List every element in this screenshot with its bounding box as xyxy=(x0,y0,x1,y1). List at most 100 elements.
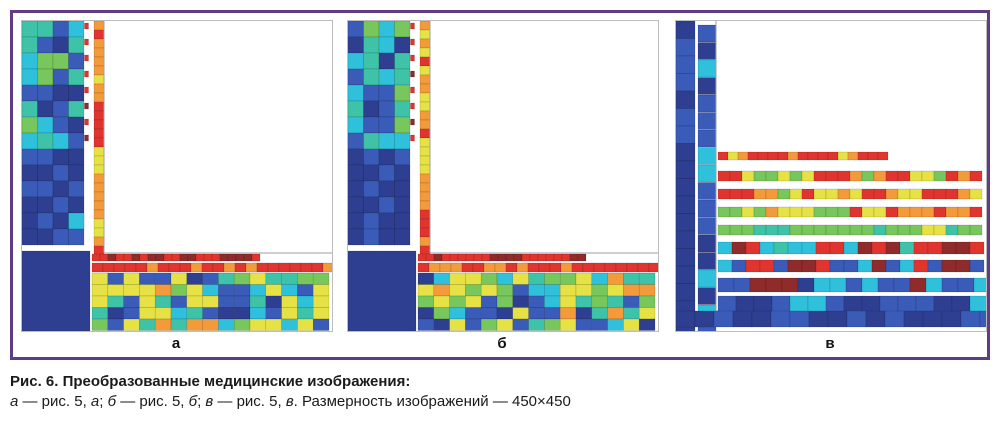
mosaic-tile xyxy=(249,318,267,331)
mosaic-tile xyxy=(789,295,809,313)
mosaic-tile xyxy=(777,224,791,236)
mosaic-tile xyxy=(825,170,839,182)
mosaic-tile xyxy=(179,262,192,273)
mosaic-tile xyxy=(139,272,156,285)
mosaic-tile xyxy=(157,262,170,273)
mosaic-tile xyxy=(154,307,172,320)
mosaic-tile xyxy=(512,284,529,297)
mosaic-tile xyxy=(849,188,863,200)
mosaic-tile xyxy=(281,318,298,331)
mosaic-tile xyxy=(897,295,917,313)
mosaic-tile xyxy=(218,318,235,331)
mosaic-tile xyxy=(697,217,717,235)
mosaic-tile xyxy=(394,196,411,214)
mosaic-tile xyxy=(348,196,364,214)
mosaic-tile xyxy=(202,307,219,320)
mosaic-tile xyxy=(234,262,247,273)
mosaic-tile xyxy=(107,253,117,262)
mosaic-tile xyxy=(770,310,791,328)
mosaic-tile xyxy=(512,272,529,285)
mosaic-tile xyxy=(480,318,498,331)
mosaic-tile xyxy=(765,224,779,236)
mosaic-tile xyxy=(394,148,411,166)
mosaic-tile xyxy=(638,307,656,320)
mosaic-tile xyxy=(676,125,696,144)
mosaic-tile xyxy=(879,295,899,313)
mosaic-tile xyxy=(297,272,314,285)
mosaic-tile xyxy=(544,307,561,320)
mosaic-tile xyxy=(676,73,696,92)
mosaic-tile xyxy=(22,196,38,214)
mosaic-tile xyxy=(789,206,803,218)
mosaic-tile xyxy=(927,259,943,273)
mosaic-tile xyxy=(93,92,105,103)
mosaic-tile xyxy=(899,241,915,255)
mosaic-tile xyxy=(312,272,330,285)
mosaic-tile xyxy=(638,284,656,297)
mosaic-tile xyxy=(428,262,441,273)
mosaic-tile xyxy=(93,110,105,121)
panel-c-image xyxy=(675,20,987,332)
mosaic-tile xyxy=(877,277,895,293)
mosaic-tile xyxy=(93,155,105,166)
mosaic-tile xyxy=(68,116,85,134)
mosaic-tile xyxy=(825,224,839,236)
mosaic-tile xyxy=(676,283,696,302)
mosaic-tile xyxy=(527,262,540,273)
mosaic-tile xyxy=(561,253,571,262)
mosaic-tile xyxy=(37,84,54,102)
mosaic-tile xyxy=(829,277,847,293)
mosaic-tile xyxy=(925,277,943,293)
mosaic-tile xyxy=(801,241,817,255)
mosaic-tile xyxy=(417,295,435,308)
mosaic-tile xyxy=(348,84,364,102)
mosaic-tile xyxy=(807,295,827,313)
mosaic-tile xyxy=(37,196,54,214)
mosaic-tile xyxy=(604,262,617,273)
mosaic-tile xyxy=(348,21,364,38)
mosaic-tile xyxy=(245,262,258,273)
mosaic-tile xyxy=(348,100,364,118)
mosaic-tile xyxy=(496,295,514,308)
mosaic-tile xyxy=(419,191,431,202)
mosaic-tile xyxy=(348,52,364,70)
mosaic-tile xyxy=(676,90,696,109)
mosaic-tile xyxy=(223,262,236,273)
mosaic-tile xyxy=(410,22,415,30)
mosaic-tile xyxy=(969,224,983,236)
mosaic-tile xyxy=(813,224,827,236)
mosaic-tile xyxy=(893,277,911,293)
mosaic-tile xyxy=(813,206,827,218)
mosaic-tile xyxy=(394,212,411,230)
mosaic-tile xyxy=(957,224,971,236)
mosaic-tile xyxy=(52,21,69,38)
mosaic-tile xyxy=(419,173,431,184)
mosaic-tile xyxy=(885,206,899,218)
caption-ref: в xyxy=(285,393,294,410)
mosaic-tile xyxy=(123,307,140,320)
mosaic-tile xyxy=(265,318,282,331)
mosaic-tile xyxy=(825,295,845,313)
mosaic-tile xyxy=(623,272,640,285)
mosaic-tile xyxy=(945,170,959,182)
mosaic-tile xyxy=(607,272,624,285)
mosaic-tile xyxy=(941,277,959,293)
mosaic-tile xyxy=(348,228,364,246)
mosaic-tile xyxy=(37,212,54,230)
panel-b-image xyxy=(347,20,659,332)
mosaic-tile xyxy=(921,224,935,236)
mosaic-tile xyxy=(897,188,911,200)
mosaic-tile xyxy=(52,100,69,118)
mosaic-tile xyxy=(957,206,971,218)
mosaic-tile xyxy=(297,307,314,320)
mosaic-tile xyxy=(363,68,380,86)
mosaic-tile xyxy=(155,253,165,262)
mosaic-tile xyxy=(575,307,593,320)
mosaic-tile xyxy=(837,151,849,161)
mosaic-tile xyxy=(861,295,881,313)
mosaic-tile xyxy=(717,206,731,218)
mosaic-tile xyxy=(697,164,717,183)
mosaic-tile xyxy=(512,318,529,331)
mosaic-tile xyxy=(363,180,380,198)
mosaic-tile xyxy=(68,164,85,182)
